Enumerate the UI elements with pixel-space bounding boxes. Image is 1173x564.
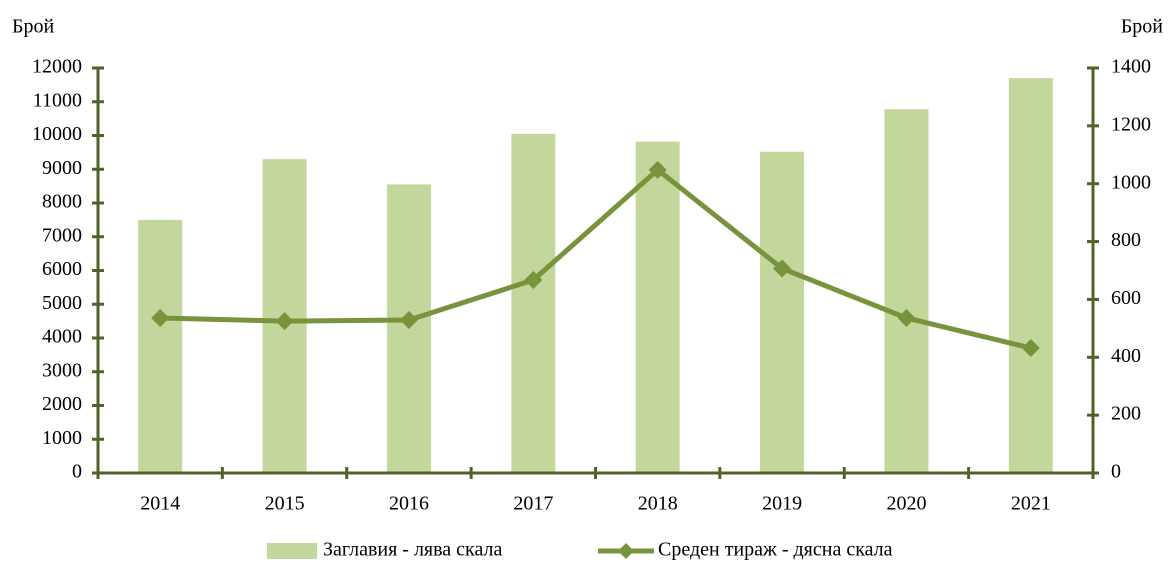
- x-tick-label: 2021: [1011, 493, 1051, 515]
- y-tick-label: 0: [72, 461, 82, 483]
- bar: [635, 141, 680, 473]
- legend-label: Заглавия - лява скала: [323, 539, 503, 561]
- legend-swatch: [267, 543, 317, 559]
- marker: [524, 271, 543, 290]
- x-tick-label: 2019: [762, 493, 802, 515]
- y2-tick-label: 800: [1111, 229, 1141, 251]
- marker: [1021, 339, 1040, 358]
- bar: [511, 133, 556, 473]
- y2-axis-title: Брой: [1121, 16, 1163, 38]
- x-tick-label: 2016: [389, 493, 429, 515]
- marker: [275, 312, 294, 331]
- x-tick-label: 2018: [638, 493, 678, 515]
- marker: [151, 308, 170, 327]
- y2-tick-label: 1400: [1111, 56, 1151, 78]
- bar: [760, 151, 805, 473]
- marker: [897, 308, 916, 327]
- line: [160, 167, 1032, 351]
- marker: [399, 310, 418, 329]
- bar: [884, 109, 929, 474]
- y-tick-label: 10000: [32, 123, 82, 145]
- marker: [773, 259, 792, 278]
- y-tick-label: 11000: [33, 89, 82, 111]
- y2-tick-label: 600: [1111, 287, 1141, 309]
- legend-swatch: [618, 543, 634, 559]
- y2-tick-label: 0: [1111, 461, 1121, 483]
- y2-tick-label: 400: [1111, 345, 1141, 367]
- bar: [1008, 78, 1053, 473]
- y2-tick-label: 1200: [1111, 113, 1151, 135]
- x-tick-label: 2017: [513, 493, 553, 515]
- y-tick-label: 6000: [42, 258, 82, 280]
- x-tick-label: 2015: [265, 493, 305, 515]
- y-tick-label: 8000: [42, 191, 82, 213]
- y2-tick-label: 200: [1111, 403, 1141, 425]
- y-axis-title: Брой: [12, 16, 54, 38]
- y-tick-label: 3000: [42, 359, 82, 381]
- y-tick-label: 1000: [42, 427, 82, 449]
- y-tick-label: 12000: [32, 56, 82, 78]
- marker: [648, 160, 667, 179]
- y2-tick-label: 1000: [1111, 171, 1151, 193]
- legend-label: Среден тираж - дясна скала: [658, 539, 893, 561]
- y-tick-label: 9000: [42, 157, 82, 179]
- y-tick-label: 5000: [42, 292, 82, 314]
- y-tick-label: 2000: [42, 393, 82, 415]
- y-tick-label: 4000: [42, 326, 82, 348]
- y-tick-label: 7000: [42, 224, 82, 246]
- x-tick-label: 2020: [886, 493, 926, 515]
- bar: [138, 219, 183, 473]
- x-tick-label: 2014: [140, 493, 180, 515]
